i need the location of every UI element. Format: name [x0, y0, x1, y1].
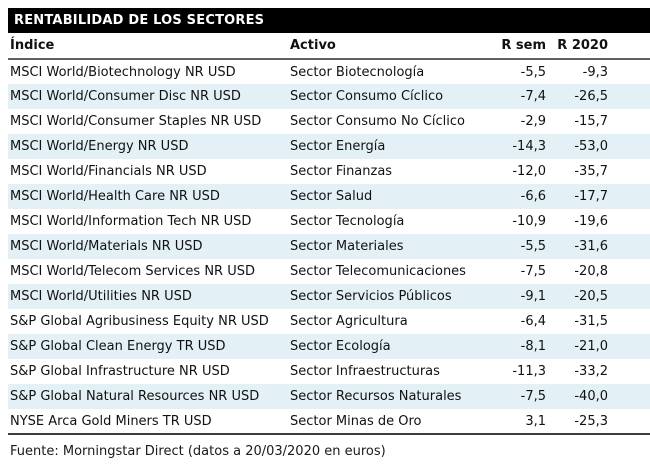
index-cell: MSCI World/Biotechnology NR USD — [10, 64, 236, 80]
table-row: MSCI World/Health Care NR USD Sector Salu… — [8, 184, 650, 209]
asset-cell: Sector Materiales — [290, 239, 404, 254]
index-cell: MSCI World/Materials NR USD — [10, 239, 203, 254]
index-cell: S&P Global Agribusiness Equity NR USD — [10, 314, 269, 329]
index-cell: MSCI World/Information Tech NR USD — [10, 214, 252, 229]
table-row: NYSE Arca Gold Miners TR USD Sector Minas… — [8, 409, 650, 435]
r-week-cell: -7,4 — [520, 89, 546, 104]
table-row: MSCI World/Energy NR USD Sector Energía -1… — [8, 134, 650, 159]
r-2020-cell: -35,7 — [574, 164, 608, 179]
r-2020-cell: -20,8 — [574, 264, 608, 279]
index-cell: MSCI World/Consumer Disc NR USD — [10, 89, 241, 104]
col-header-indice: Índice — [8, 33, 290, 60]
r-2020-cell: -31,6 — [574, 239, 608, 254]
r-week-cell: -5,5 — [520, 64, 546, 80]
index-cell: MSCI World/Energy NR USD — [10, 139, 189, 154]
index-cell: MSCI World/Health Care NR USD — [10, 189, 220, 204]
asset-cell: Sector Energía — [290, 139, 386, 154]
index-cell: S&P Global Infrastructure NR USD — [10, 364, 230, 379]
index-cell: MSCI World/Consumer Staples NR USD — [10, 114, 262, 129]
col-header-r-2020: R 2020 — [546, 33, 650, 60]
r-week-cell: -9,1 — [520, 289, 546, 304]
table-row: MSCI World/Biotechnology NR USD Sector Bi… — [8, 59, 650, 84]
table-row: S&P Global Natural Resources NR USD Secto… — [8, 384, 650, 409]
table-row: MSCI World/Materials NR USD Sector Materi… — [8, 234, 650, 259]
table-row: MSCI World/Utilities NR USD Sector Servic… — [8, 284, 650, 309]
index-cell: NYSE Arca Gold Miners TR USD — [8, 409, 290, 435]
table-row: MSCI World/Consumer Disc NR USD Sector Co… — [8, 84, 650, 109]
asset-cell: Sector Recursos Naturales — [290, 389, 462, 404]
r-2020-cell: -19,6 — [574, 214, 608, 229]
r-2020-cell: -40,0 — [574, 389, 608, 404]
asset-cell: Sector Tecnología — [290, 214, 405, 229]
table-row: S&P Global Clean Energy TR USD Sector Eco… — [8, 334, 650, 359]
r-week-cell: 3,1 — [490, 409, 546, 435]
table-body: MSCI World/Biotechnology NR USD Sector Bi… — [8, 59, 650, 435]
r-week-cell: -10,9 — [512, 214, 546, 229]
source-note: Fuente: Morningstar Direct (datos a 20/0… — [10, 444, 386, 459]
asset-cell: Sector Minas de Oro — [290, 409, 490, 435]
asset-cell: Sector Agricultura — [290, 314, 408, 329]
r-2020-cell: -26,5 — [574, 89, 608, 104]
r-2020-cell: -33,2 — [574, 364, 608, 379]
index-cell: S&P Global Natural Resources NR USD — [10, 389, 260, 404]
table-row: MSCI World/Financials NR USD Sector Finan… — [8, 159, 650, 184]
r-2020-cell: -17,7 — [574, 189, 608, 204]
r-week-cell: -6,4 — [520, 314, 546, 329]
table-row: MSCI World/Telecom Services NR USD Sector… — [8, 259, 650, 284]
r-2020-cell: -15,7 — [574, 114, 608, 129]
table-title: RENTABILIDAD DE LOS SECTORES — [14, 13, 265, 28]
r-week-cell: -7,5 — [520, 264, 546, 279]
index-cell: MSCI World/Telecom Services NR USD — [10, 264, 256, 279]
returns-table: Índice Activo R sem R 2020 MSCI World/Bi… — [8, 33, 650, 435]
col-header-r-sem: R sem — [490, 33, 546, 60]
r-week-cell: -5,5 — [520, 239, 546, 254]
r-week-cell: -12,0 — [512, 164, 546, 179]
index-cell: S&P Global Clean Energy TR USD — [10, 339, 226, 354]
r-week-cell: -8,1 — [520, 339, 546, 354]
asset-cell: Sector Ecología — [290, 339, 391, 354]
r-2020-cell: -9,3 — [582, 64, 608, 80]
index-cell: MSCI World/Utilities NR USD — [10, 289, 192, 304]
table-row: S&P Global Infrastructure NR USD Sector I… — [8, 359, 650, 384]
col-header-activo: Activo — [290, 33, 490, 60]
sector-returns-table: RENTABILIDAD DE LOS SECTORES Índice Acti… — [8, 8, 650, 459]
asset-cell: Sector Consumo No Cíclico — [290, 114, 465, 129]
asset-cell: Sector Consumo Cíclico — [290, 89, 444, 104]
table-row: MSCI World/Consumer Staples NR USD Sector… — [8, 109, 650, 134]
r-2020-cell: -20,5 — [574, 289, 608, 304]
header-row: Índice Activo R sem R 2020 — [8, 33, 650, 60]
r-2020-cell: -31,5 — [574, 314, 608, 329]
r-2020-cell: -25,3 — [546, 409, 650, 435]
r-week-cell: -7,5 — [520, 389, 546, 404]
asset-cell: Sector Finanzas — [290, 164, 393, 179]
asset-cell: Sector Telecomunicaciones — [290, 264, 466, 279]
table-row: S&P Global Agribusiness Equity NR USD Sec… — [8, 309, 650, 334]
r-2020-cell: -21,0 — [574, 339, 608, 354]
r-week-cell: -11,3 — [512, 364, 546, 379]
asset-cell: Sector Salud — [290, 189, 373, 204]
asset-cell: Sector Servicios Públicos — [290, 289, 452, 304]
r-week-cell: -6,6 — [520, 189, 546, 204]
r-2020-cell: -53,0 — [574, 139, 608, 154]
asset-cell: Sector Biotecnología — [290, 64, 425, 80]
table-row: MSCI World/Information Tech NR USD Sector… — [8, 209, 650, 234]
r-week-cell: -2,9 — [520, 114, 546, 129]
asset-cell: Sector Infraestructuras — [290, 364, 440, 379]
r-week-cell: -14,3 — [512, 139, 546, 154]
index-cell: MSCI World/Financials NR USD — [10, 164, 207, 179]
table-title-bar: RENTABILIDAD DE LOS SECTORES — [8, 8, 650, 33]
